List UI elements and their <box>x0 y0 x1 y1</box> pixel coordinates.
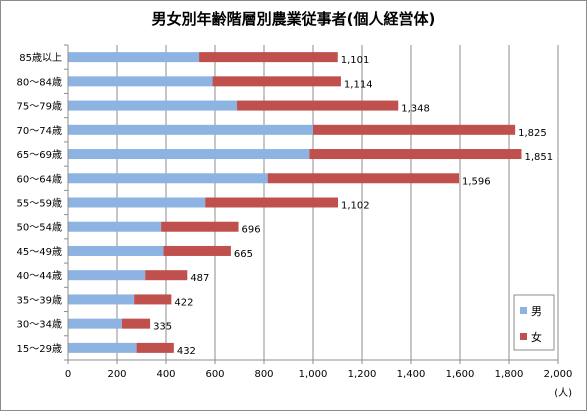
bar-female <box>136 342 174 353</box>
bar-male <box>68 173 268 184</box>
total-label: 1,101 <box>341 55 370 66</box>
bar-female <box>267 173 460 184</box>
bar-male <box>68 294 135 305</box>
total-label: 1,348 <box>401 104 430 115</box>
bar-male <box>68 245 164 256</box>
bar-male <box>68 318 122 329</box>
x-tick-label: 400 <box>156 369 175 380</box>
x-tick-label: 200 <box>107 369 126 380</box>
bar-male <box>68 270 146 281</box>
bar-female <box>121 318 151 329</box>
x-tick-label: 800 <box>254 369 273 380</box>
bar-male <box>68 52 200 63</box>
bar-female <box>199 52 338 63</box>
x-unit-label: (人) <box>554 387 572 399</box>
bar-male <box>68 100 238 111</box>
x-tick-label: 2,000 <box>544 369 573 380</box>
chart-title: 男女別年齢階層別農業従事者(個人経営体) <box>151 10 436 28</box>
total-label: 665 <box>234 249 253 260</box>
bar-female <box>161 221 239 232</box>
category-label: 75～79歳 <box>17 101 62 113</box>
total-label: 335 <box>153 322 172 333</box>
bar-female <box>163 245 231 256</box>
category-label: 65～69歳 <box>17 149 62 161</box>
total-label: 487 <box>190 273 209 284</box>
legend-label: 女 <box>531 330 542 344</box>
total-label: 696 <box>242 225 261 236</box>
bar-male <box>68 76 213 87</box>
total-label: 1,825 <box>518 128 547 139</box>
bar-female <box>237 100 399 111</box>
bar-female <box>309 149 522 160</box>
total-label: 1,596 <box>462 176 491 187</box>
category-label: 15～29歳 <box>17 343 62 355</box>
x-tick-label: 600 <box>205 369 224 380</box>
total-label: 422 <box>174 297 193 308</box>
bar-female <box>313 124 516 135</box>
bar-male <box>68 197 206 208</box>
total-label: 1,114 <box>344 79 373 90</box>
bar-female <box>205 197 338 208</box>
x-tick-label: 1,600 <box>446 369 475 380</box>
legend-box <box>513 294 555 351</box>
bar-male <box>68 342 137 353</box>
category-label: 70～74歳 <box>17 125 62 137</box>
category-label: 85歳以上 <box>19 52 62 64</box>
total-label: 1,102 <box>341 201 370 212</box>
legend-swatch <box>520 333 527 340</box>
category-label: 80～84歳 <box>17 76 62 88</box>
category-label: 55～59歳 <box>17 198 62 210</box>
x-tick-label: 1,400 <box>397 369 426 380</box>
bar-male <box>68 124 313 135</box>
category-label: 40～44歳 <box>17 270 62 282</box>
x-tick-label: 0 <box>65 369 71 380</box>
category-label: 50～54歳 <box>17 222 62 234</box>
category-label: 60～64歳 <box>17 173 62 185</box>
bar-female <box>212 76 341 87</box>
total-label: 432 <box>177 346 196 357</box>
bar-female <box>134 294 172 305</box>
category-label: 30～34歳 <box>17 319 62 331</box>
category-label: 45～49歳 <box>17 246 62 258</box>
x-tick-label: 1,000 <box>299 369 328 380</box>
legend-label: 男 <box>531 305 542 318</box>
x-tick-label: 1,800 <box>495 369 524 380</box>
total-label: 1,851 <box>524 152 553 163</box>
bar-male <box>68 221 162 232</box>
bar-male <box>68 149 310 160</box>
legend-swatch <box>520 307 527 314</box>
bar-female <box>145 270 188 281</box>
x-tick-label: 1,200 <box>348 369 377 380</box>
category-label: 35～39歳 <box>17 294 62 306</box>
